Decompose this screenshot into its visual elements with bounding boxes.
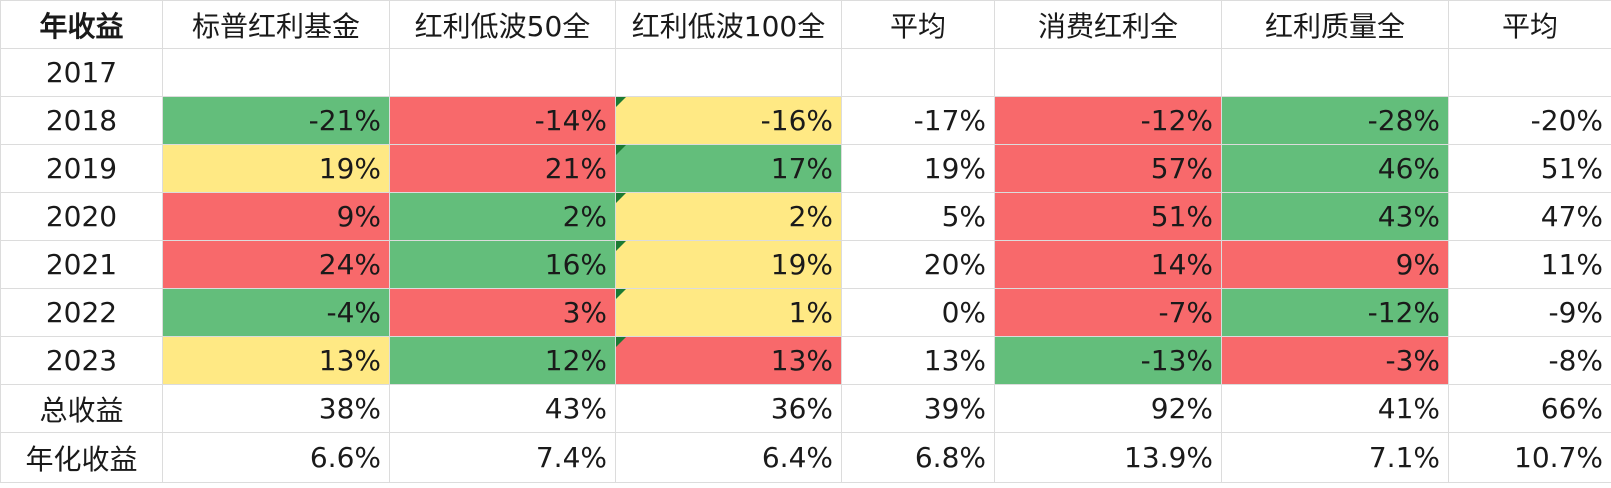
table-cell[interactable]: 6.8% <box>841 432 995 483</box>
table-cell[interactable]: 13.9% <box>994 432 1222 483</box>
table-cell[interactable]: 17% <box>615 144 842 193</box>
column-header[interactable]: 标普红利基金 <box>162 0 390 49</box>
table-cell[interactable]: 43% <box>389 384 616 433</box>
table-cell[interactable]: 24% <box>162 240 390 289</box>
table-cell[interactable]: -28% <box>1221 96 1449 145</box>
table-cell[interactable]: 9% <box>162 192 390 241</box>
table-row: 总收益 38% 43% 36% 39% 92% 41% 66% <box>0 384 1611 433</box>
row-label[interactable]: 2021 <box>0 240 163 289</box>
column-header[interactable]: 红利低波50全 <box>389 0 616 49</box>
table-cell[interactable] <box>389 48 616 97</box>
row-label[interactable]: 2018 <box>0 96 163 145</box>
table-cell[interactable]: -17% <box>841 96 995 145</box>
table-row: 2020 9% 2% 2% 5% 51% 43% 47% <box>0 192 1611 241</box>
table-cell[interactable] <box>841 48 995 97</box>
table-cell[interactable]: -7% <box>994 288 1222 337</box>
table-row: 2018 -21% -14% -16% -17% -12% -28% -20% <box>0 96 1611 145</box>
table-cell[interactable]: -4% <box>162 288 390 337</box>
table-cell[interactable]: 11% <box>1448 240 1611 289</box>
table-cell[interactable]: 13% <box>162 336 390 385</box>
row-label[interactable]: 2022 <box>0 288 163 337</box>
table-cell[interactable]: 47% <box>1448 192 1611 241</box>
table-cell[interactable]: 3% <box>389 288 616 337</box>
table-cell[interactable]: 0% <box>841 288 995 337</box>
column-header[interactable]: 红利低波100全 <box>615 0 842 49</box>
table-cell[interactable]: 19% <box>841 144 995 193</box>
table-cell[interactable] <box>1448 48 1611 97</box>
table-cell[interactable]: 7.1% <box>1221 432 1449 483</box>
table-cell[interactable]: 66% <box>1448 384 1611 433</box>
table-cell[interactable]: -3% <box>1221 336 1449 385</box>
table-cell[interactable]: -8% <box>1448 336 1611 385</box>
table-cell[interactable]: 51% <box>994 192 1222 241</box>
table-cell[interactable]: 41% <box>1221 384 1449 433</box>
table-cell[interactable]: 16% <box>389 240 616 289</box>
table-cell[interactable]: -12% <box>1221 288 1449 337</box>
table-cell[interactable]: 46% <box>1221 144 1449 193</box>
corner-header[interactable]: 年收益 <box>0 0 163 49</box>
table-cell[interactable] <box>994 48 1222 97</box>
table-cell[interactable]: -20% <box>1448 96 1611 145</box>
table-cell[interactable]: 13% <box>841 336 995 385</box>
column-header[interactable]: 平均 <box>1448 0 1611 49</box>
table-cell[interactable]: 92% <box>994 384 1222 433</box>
table-cell[interactable] <box>1221 48 1449 97</box>
table-row: 2021 24% 16% 19% 20% 14% 9% 11% <box>0 240 1611 289</box>
table-cell[interactable]: 38% <box>162 384 390 433</box>
table-cell[interactable]: -13% <box>994 336 1222 385</box>
table-cell[interactable]: -14% <box>389 96 616 145</box>
table-cell[interactable]: -16% <box>615 96 842 145</box>
table-cell[interactable]: 43% <box>1221 192 1449 241</box>
table-cell[interactable]: -9% <box>1448 288 1611 337</box>
table-row: 2023 13% 12% 13% 13% -13% -3% -8% <box>0 336 1611 385</box>
row-label[interactable]: 总收益 <box>0 384 163 433</box>
table-cell[interactable]: 20% <box>841 240 995 289</box>
header-row: 年收益 标普红利基金 红利低波50全 红利低波100全 平均 消费红利全 红利质… <box>0 0 1611 49</box>
table-row: 2022 -4% 3% 1% 0% -7% -12% -9% <box>0 288 1611 337</box>
row-label[interactable]: 2019 <box>0 144 163 193</box>
table-row: 年化收益 6.6% 7.4% 6.4% 6.8% 13.9% 7.1% 10.7% <box>0 432 1611 483</box>
column-header[interactable]: 平均 <box>841 0 995 49</box>
table-row: 2017 <box>0 48 1611 97</box>
table-cell[interactable]: 2% <box>389 192 616 241</box>
row-label[interactable]: 年化收益 <box>0 432 163 483</box>
table-cell[interactable]: 57% <box>994 144 1222 193</box>
table-cell[interactable]: 51% <box>1448 144 1611 193</box>
table-cell[interactable]: -12% <box>994 96 1222 145</box>
table-cell[interactable]: -21% <box>162 96 390 145</box>
row-label[interactable]: 2017 <box>0 48 163 97</box>
table-cell[interactable]: 6.6% <box>162 432 390 483</box>
column-header[interactable]: 红利质量全 <box>1221 0 1449 49</box>
row-label[interactable]: 2023 <box>0 336 163 385</box>
table-cell[interactable]: 1% <box>615 288 842 337</box>
table-cell[interactable]: 21% <box>389 144 616 193</box>
table-cell[interactable]: 19% <box>615 240 842 289</box>
table-cell[interactable]: 6.4% <box>615 432 842 483</box>
table-cell[interactable]: 5% <box>841 192 995 241</box>
table-row: 2019 19% 21% 17% 19% 57% 46% 51% <box>0 144 1611 193</box>
table-cell[interactable]: 2% <box>615 192 842 241</box>
table-cell[interactable]: 9% <box>1221 240 1449 289</box>
table-cell[interactable]: 39% <box>841 384 995 433</box>
table-cell[interactable] <box>162 48 390 97</box>
table-cell[interactable]: 7.4% <box>389 432 616 483</box>
table-cell[interactable]: 19% <box>162 144 390 193</box>
table-cell[interactable]: 12% <box>389 336 616 385</box>
table-cell[interactable]: 14% <box>994 240 1222 289</box>
table-cell[interactable]: 36% <box>615 384 842 433</box>
table-cell[interactable]: 10.7% <box>1448 432 1611 483</box>
column-header[interactable]: 消费红利全 <box>994 0 1222 49</box>
table-cell[interactable] <box>615 48 842 97</box>
table-cell[interactable]: 13% <box>615 336 842 385</box>
row-label[interactable]: 2020 <box>0 192 163 241</box>
